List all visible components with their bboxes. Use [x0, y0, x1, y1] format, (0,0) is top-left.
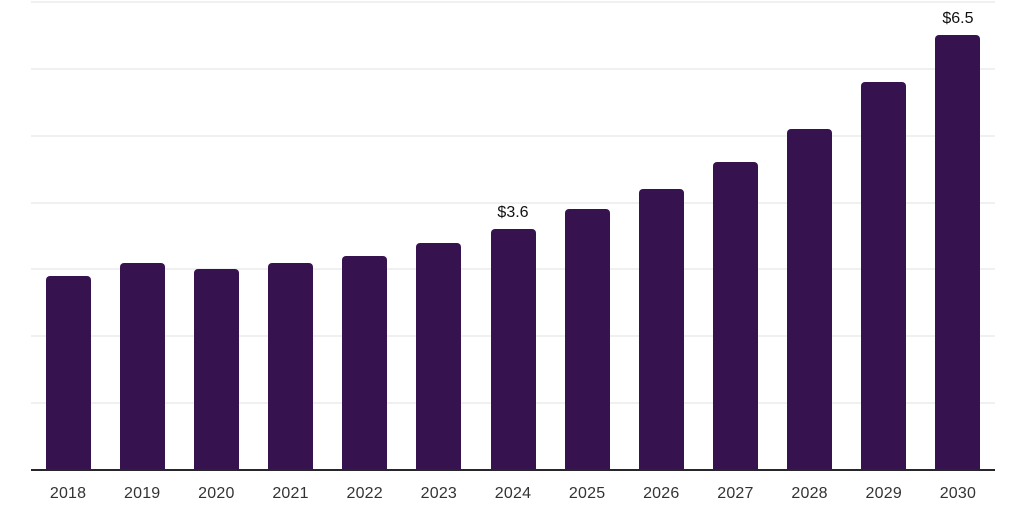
bar	[342, 256, 388, 470]
gridline	[31, 67, 995, 70]
x-axis-line	[31, 469, 995, 471]
bar	[638, 189, 684, 470]
x-axis-label: 2029	[865, 485, 902, 502]
x-axis-label: 2023	[420, 485, 458, 502]
x-axis-label: 2026	[643, 485, 680, 502]
bar	[45, 276, 91, 470]
x-axis-label: 2028	[791, 485, 828, 502]
gridline	[31, 134, 995, 137]
bar-value-label: $6.5	[942, 10, 974, 28]
gridline	[31, 201, 995, 204]
bar	[193, 269, 239, 470]
bar	[416, 242, 462, 470]
x-axis-label: 2019	[124, 485, 161, 502]
x-axis-label: 2027	[717, 485, 754, 502]
x-axis-label: 2020	[198, 485, 235, 502]
gridline	[31, 1, 995, 3]
x-axis-label: 2022	[346, 485, 383, 502]
x-axis-label: 2018	[49, 485, 87, 502]
bar	[935, 35, 981, 470]
bar	[119, 262, 165, 470]
bar	[787, 129, 833, 470]
bar	[490, 229, 536, 470]
bar	[564, 209, 610, 470]
x-axis-label: 2021	[272, 485, 309, 502]
bar	[268, 262, 314, 470]
bar-value-label: $3.6	[497, 204, 529, 222]
bar	[861, 82, 907, 470]
x-axis-label: 2025	[568, 485, 606, 502]
bar	[712, 162, 758, 470]
x-axis-label: 2024	[494, 485, 532, 502]
x-axis-label: 2030	[939, 485, 977, 502]
